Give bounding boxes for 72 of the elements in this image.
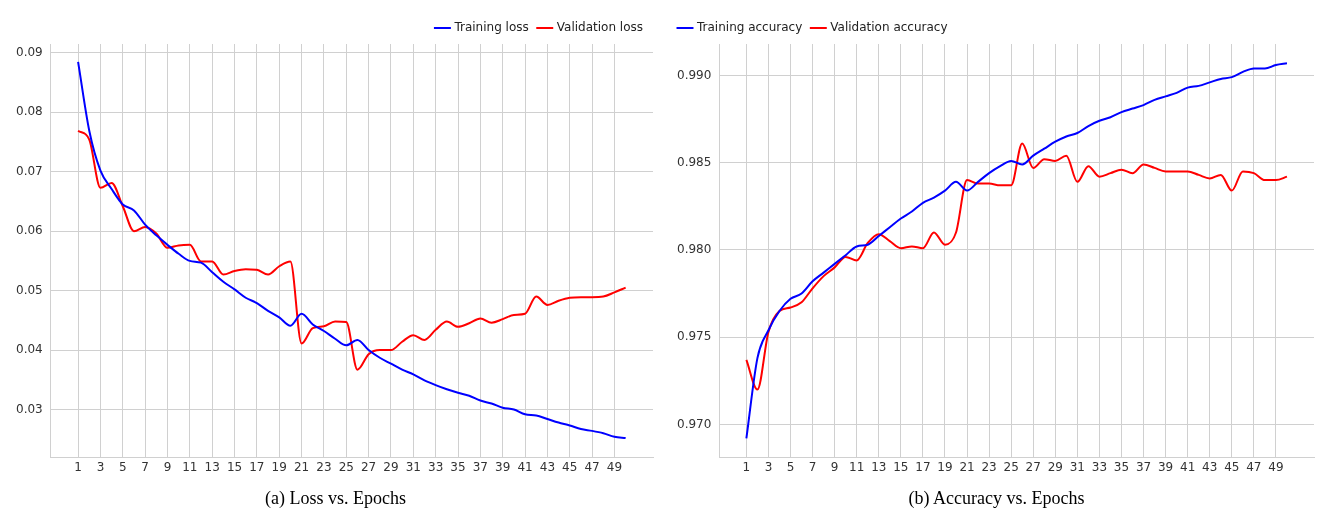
text: (a) Loss vs. Epochs xyxy=(264,488,407,509)
x-tick-label: 17 xyxy=(915,459,931,474)
x-tick-label: 37 xyxy=(472,459,488,474)
x-tick-label: 15 xyxy=(226,459,243,474)
y-tick-label: 0.970 xyxy=(676,416,712,431)
x-tick-label: 47 xyxy=(584,459,600,474)
x-tick-label: 33 xyxy=(428,459,444,474)
x-tick-label: 3 xyxy=(96,459,105,474)
legend-label: Training loss xyxy=(453,20,529,35)
y-tick-label: 0.980 xyxy=(676,242,712,257)
x-tick-label: 33 xyxy=(1091,459,1108,474)
x-tick-label: 7 xyxy=(141,459,149,474)
x-tick-label: 41 xyxy=(1180,459,1196,474)
x-tick-label: 23 xyxy=(316,459,332,474)
x-tick-label: 11 xyxy=(182,459,198,474)
x-tick-label: 19 xyxy=(271,459,287,474)
x-tick-label: 31 xyxy=(405,459,421,474)
x-tick-label: 5 xyxy=(786,459,795,474)
line-series xyxy=(745,62,1288,440)
x-tick-label: 31 xyxy=(1069,459,1085,474)
x-tick-label: 49 xyxy=(1268,459,1284,474)
line-series xyxy=(745,142,1288,391)
x-tick-label: 7 xyxy=(808,459,817,474)
x-tick-label: 25 xyxy=(338,459,354,474)
x-tick-label: 13 xyxy=(204,459,220,474)
y-tick-label: 0.05 xyxy=(16,282,43,297)
legend-label: Validation loss xyxy=(556,20,643,35)
y-tick-label: 0.975 xyxy=(676,329,712,344)
x-tick-label: 45 xyxy=(1224,459,1240,474)
x-tick-label: 49 xyxy=(606,459,623,474)
x-tick-label: 13 xyxy=(871,459,887,474)
x-tick-label: 29 xyxy=(1047,459,1063,474)
x-tick-label: 35 xyxy=(1113,459,1130,474)
x-tick-label: 19 xyxy=(937,459,953,474)
legend-label: Training accuracy xyxy=(696,20,803,35)
x-tick-label: 27 xyxy=(360,459,377,474)
y-tick-label: 0.08 xyxy=(16,104,43,119)
y-tick-label: 0.07 xyxy=(16,163,43,178)
x-tick-label: 47 xyxy=(1246,459,1262,474)
x-tick-label: 23 xyxy=(981,459,997,474)
x-tick-label: 29 xyxy=(383,459,399,474)
y-tick-label: 0.990 xyxy=(676,67,712,82)
y-tick-label: 0.03 xyxy=(16,401,43,416)
y-tick-label: 0.985 xyxy=(676,154,712,169)
x-tick-label: 17 xyxy=(249,459,265,474)
x-tick-label: 43 xyxy=(539,459,556,474)
x-tick-label: 39 xyxy=(495,459,511,474)
x-tick-label: 11 xyxy=(849,459,865,474)
line-series xyxy=(77,129,627,371)
y-tick-label: 0.06 xyxy=(16,223,43,238)
x-tick-label: 25 xyxy=(1003,459,1019,474)
x-tick-label: 9 xyxy=(830,459,839,474)
x-tick-label: 15 xyxy=(893,459,909,474)
x-tick-label: 39 xyxy=(1157,459,1174,474)
x-tick-label: 9 xyxy=(163,459,172,474)
x-tick-label: 27 xyxy=(1025,459,1041,474)
x-tick-label: 37 xyxy=(1135,459,1152,474)
x-tick-label: 1 xyxy=(74,459,82,474)
x-tick-label: 21 xyxy=(293,459,310,474)
x-tick-label: 1 xyxy=(742,459,751,474)
text: (b) Accuracy vs. Epochs xyxy=(907,488,1086,509)
x-tick-label: 43 xyxy=(1202,459,1218,474)
y-tick-label: 0.04 xyxy=(16,342,43,357)
legend-label: Validation accuracy xyxy=(830,20,948,35)
y-tick-label: 0.09 xyxy=(16,45,43,60)
x-tick-label: 5 xyxy=(118,459,127,474)
x-tick-label: 35 xyxy=(450,459,466,474)
x-tick-label: 45 xyxy=(562,459,578,474)
line-series xyxy=(77,60,627,439)
x-tick-label: 41 xyxy=(517,459,533,474)
x-tick-label: 3 xyxy=(764,459,773,474)
x-tick-label: 21 xyxy=(959,459,975,474)
